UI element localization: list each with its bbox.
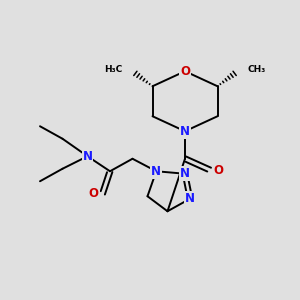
Text: H₃C: H₃C bbox=[104, 65, 122, 74]
Text: O: O bbox=[89, 187, 99, 200]
Text: N: N bbox=[180, 125, 190, 138]
Text: O: O bbox=[180, 65, 190, 78]
Text: N: N bbox=[180, 167, 190, 180]
Text: CH₃: CH₃ bbox=[248, 65, 266, 74]
Text: N: N bbox=[82, 150, 92, 163]
Text: O: O bbox=[214, 164, 224, 176]
Text: N: N bbox=[151, 165, 161, 178]
Text: N: N bbox=[185, 192, 195, 205]
